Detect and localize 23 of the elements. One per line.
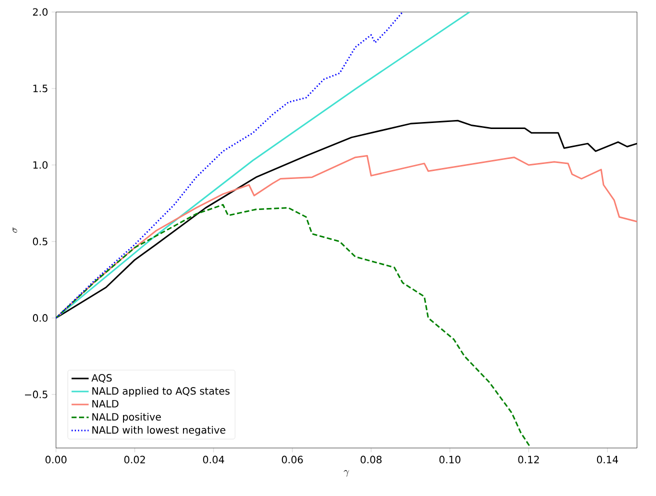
x-tick-label: 0.12 bbox=[518, 456, 539, 464]
legend-label: AQS bbox=[91, 374, 112, 383]
x-tick-label: 0.06 bbox=[282, 456, 303, 464]
y-tick-label: 1.5 bbox=[33, 84, 48, 92]
line-series bbox=[56, 204, 531, 448]
x-tick-label: 0.08 bbox=[360, 456, 382, 464]
y-axis-title: $\sigma$ bbox=[12, 227, 18, 233]
legend-label: NALD positive bbox=[92, 412, 161, 423]
y-tick-label: −0.5 bbox=[24, 390, 48, 398]
x-tick-label: 0.14 bbox=[596, 456, 618, 464]
y-tick-label: 0.0 bbox=[32, 314, 48, 322]
x-tick-label: 0.10 bbox=[439, 456, 460, 464]
legend-label: NALD with lowest negative bbox=[92, 426, 226, 436]
y-tick-label: 1.0 bbox=[33, 161, 48, 169]
x-tick-label: 0.04 bbox=[203, 456, 224, 464]
x-axis-title: $\gamma$ bbox=[344, 470, 350, 477]
legend-label: NALD applied to AQS states bbox=[92, 386, 230, 397]
y-tick-label: 0.5 bbox=[32, 238, 48, 246]
line-series bbox=[56, 12, 404, 319]
x-tick-label: 0.00 bbox=[46, 456, 66, 464]
legend-label: NALD bbox=[92, 400, 118, 408]
x-tick-label: 0.02 bbox=[124, 456, 145, 464]
y-tick-label: 2.0 bbox=[33, 8, 48, 16]
